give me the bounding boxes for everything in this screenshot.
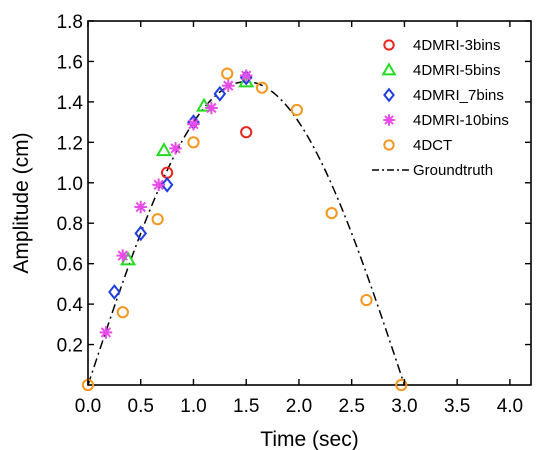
legend: 4DMRI-3bins 4DMRI-5bins 4DMRI_7bins 4DMRI-1… <box>372 37 509 179</box>
asterisk-stroke <box>170 143 181 154</box>
data-point-4dct <box>290 103 303 117</box>
y-tick-label: 0.2 <box>57 336 83 357</box>
legend-label: Groundtruth <box>413 162 493 179</box>
legend-item: Groundtruth <box>372 162 493 179</box>
data-point-4dmri-10bins <box>221 79 235 93</box>
legend-item: 4DMRI-5bins <box>381 62 501 79</box>
legend-item: 4DMRI_7bins <box>383 87 504 104</box>
x-tick-label: 1.5 <box>233 396 259 417</box>
data-point-4dmri-10bins <box>99 326 113 339</box>
data-point-4dmri-10bins <box>239 69 253 82</box>
x-tick-label: 3.0 <box>391 396 417 417</box>
data-point-4dmri-10bins <box>134 200 148 214</box>
x-tick-label: 4.0 <box>497 396 523 417</box>
data-point-4dct <box>325 207 338 220</box>
x-axis-title: Time (sec) <box>260 428 358 450</box>
asterisk-stroke <box>223 80 234 91</box>
x-tick-label: 3.5 <box>444 396 470 417</box>
y-tick-label: 1.8 <box>57 12 83 33</box>
x-tick-label: 0.0 <box>75 396 101 417</box>
asterisk-stroke <box>206 102 217 114</box>
data-point-4dct <box>255 81 269 94</box>
plot-frame <box>87 20 532 386</box>
legend-marker <box>383 39 395 51</box>
y-axis-title: Amplitude (cm) <box>10 132 33 273</box>
legend-label: 4DMRI_7bins <box>413 87 504 104</box>
groundtruth-curve <box>87 80 406 386</box>
asterisk-stroke <box>100 327 112 338</box>
points-layer <box>81 67 408 392</box>
legend-item: 4DMRI-3bins <box>383 37 501 54</box>
data-point-4dmri-10bins <box>116 249 130 262</box>
asterisk-stroke <box>241 70 252 81</box>
y-tick-label: 1.0 <box>57 174 83 195</box>
data-point-4dmri-5bins <box>196 97 213 112</box>
y-tick-label: 1.2 <box>57 133 83 154</box>
legend-marker <box>383 114 395 126</box>
legend-item: 4DCT <box>383 137 452 154</box>
legend-marker <box>383 139 395 151</box>
y-tick-label: 1.4 <box>57 93 84 114</box>
y-tick-label: 0.4 <box>57 295 84 316</box>
x-tick-label: 0.5 <box>128 396 154 417</box>
asterisk-stroke <box>135 201 146 213</box>
asterisk-stroke <box>384 115 394 125</box>
data-point-4dmri-10bins <box>205 101 218 115</box>
legend-marker <box>383 87 395 103</box>
legend-label: 4DMRI-5bins <box>413 62 501 79</box>
data-point-4dmri-3bins <box>240 126 253 139</box>
data-point-4dct <box>151 213 164 226</box>
data-point-4dmri-7bins <box>213 85 227 102</box>
data-point-4dmri-7bins <box>160 176 174 193</box>
y-tick-label: 1.6 <box>57 52 83 73</box>
data-point-4dmri-7bins <box>134 225 148 242</box>
x-tick-label: 2.0 <box>286 396 312 417</box>
data-point-4dct <box>187 136 200 149</box>
y-tick-label: 0.8 <box>57 214 83 235</box>
data-point-4dmri-10bins <box>152 178 165 192</box>
data-point-4dmri-10bins <box>187 117 200 131</box>
data-point-4dmri-10bins <box>169 142 182 155</box>
legend-marker <box>381 62 397 76</box>
asterisk-stroke <box>188 118 199 130</box>
data-point-4dct <box>221 67 234 80</box>
data-point-4dmri-5bins <box>155 142 172 157</box>
x-tick-label: 2.5 <box>338 396 364 417</box>
groundtruth-layer <box>87 80 406 386</box>
legend-label: 4DMRI-3bins <box>413 37 501 54</box>
x-tick-label: 1.0 <box>180 396 206 417</box>
ticks-layer: 0.0 0.5 1.0 1.5 2.0 2.5 3.0 3.5 4.0 0.2 0.4 0.6 0.8 1… <box>57 12 531 417</box>
data-point-4dct <box>395 378 408 392</box>
asterisk-stroke <box>153 179 164 190</box>
y-tick-label: 0.6 <box>57 255 83 276</box>
legend-label: 4DMRI-10bins <box>413 112 509 129</box>
legend-label: 4DCT <box>413 137 452 154</box>
legend-item: 4DMRI-10bins <box>383 112 509 129</box>
asterisk-stroke <box>117 250 128 261</box>
data-point-4dct <box>116 306 129 319</box>
data-point-4dct <box>360 293 373 307</box>
plot-border <box>87 20 532 386</box>
data-point-4dmri-7bins <box>108 284 121 300</box>
